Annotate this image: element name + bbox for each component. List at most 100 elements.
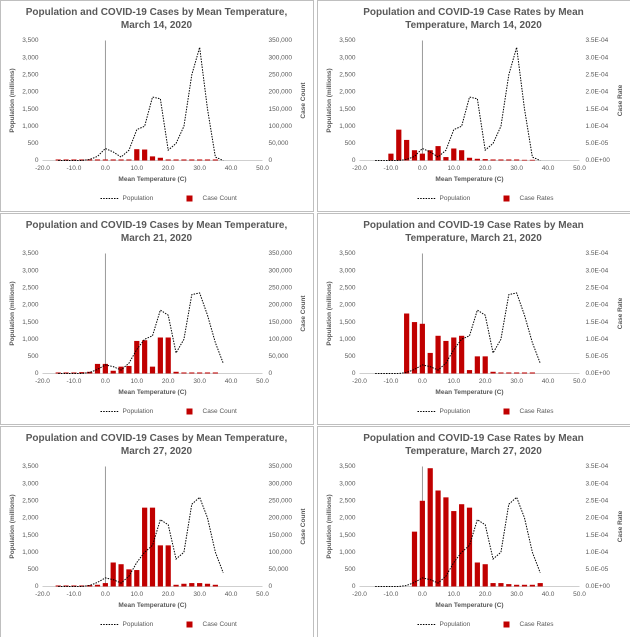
- y-tick-label: 3,500: [22, 250, 39, 257]
- y-tick-label: 500: [345, 566, 356, 573]
- chart-panel: Population and COVID-19 Case Rates by Me…: [317, 213, 630, 425]
- population-line: [375, 47, 541, 161]
- chart-panel: Population and COVID-19 Cases by Mean Te…: [0, 213, 314, 425]
- y-tick-label: 3,500: [22, 37, 39, 44]
- bar: [482, 159, 488, 161]
- x-tick-label: 30.0: [193, 591, 206, 598]
- bar: [204, 583, 211, 587]
- y2-tick-label: 1.5E-04: [586, 319, 609, 326]
- y2-tick-label: 2.0E-04: [586, 302, 609, 309]
- x-axis-title: Mean Temperature (C): [118, 389, 186, 396]
- x-tick-label: 10.0: [447, 378, 460, 385]
- bar: [451, 148, 457, 161]
- x-tick-label: 10.0: [447, 165, 460, 172]
- y2-tick-label: 1.5E-04: [586, 532, 609, 539]
- y2-axis-title: Case Count: [300, 295, 307, 332]
- chart-panel: Population and COVID-19 Cases by Mean Te…: [0, 0, 314, 212]
- y-tick-label: 1,000: [22, 549, 39, 556]
- y-axis-title: Population (millions): [326, 494, 333, 558]
- bar: [529, 372, 535, 374]
- bar: [427, 150, 433, 161]
- chart-title: Temperature, March 27, 2020: [405, 446, 542, 457]
- y-tick-label: 0: [352, 583, 356, 590]
- x-tick-label: 0.0: [101, 165, 110, 172]
- x-tick-label: 0.0: [101, 378, 110, 385]
- y-tick-label: 1,500: [22, 532, 39, 539]
- population-line: [375, 496, 541, 587]
- y2-tick-label: 3.0E-04: [586, 267, 609, 274]
- chart-title: Population and COVID-19 Case Rates by Me…: [363, 7, 584, 18]
- y-tick-label: 1,000: [22, 123, 39, 130]
- y2-tick-label: 1.5E-04: [586, 106, 609, 113]
- bar: [55, 585, 61, 587]
- y-tick-label: 0: [352, 370, 356, 377]
- legend-swatch: [503, 195, 510, 202]
- bar: [126, 365, 132, 374]
- y2-axis-title: Case Count: [300, 508, 307, 545]
- bar: [142, 507, 148, 587]
- chart-panel: Population and COVID-19 Cases by Mean Te…: [0, 426, 314, 637]
- bar: [189, 372, 195, 374]
- y-tick-label: 0: [352, 157, 356, 164]
- bar: [87, 371, 93, 374]
- bar: [142, 149, 148, 161]
- chart-title: Temperature, March 21, 2020: [405, 233, 542, 244]
- bar: [459, 504, 465, 587]
- bar: [435, 146, 441, 161]
- x-tick-label: 50.0: [573, 378, 586, 385]
- chart-panel: Population and COVID-19 Case Rates by Me…: [317, 0, 630, 212]
- y2-tick-label: 150,000: [269, 532, 293, 539]
- legend-label: Population: [123, 408, 154, 415]
- x-tick-label: 50.0: [573, 165, 586, 172]
- x-tick-label: -10.0: [384, 378, 399, 385]
- bar: [482, 564, 488, 587]
- panel-border: [317, 213, 630, 425]
- y-tick-label: 2,500: [339, 72, 356, 79]
- bar: [94, 584, 101, 587]
- x-tick-label: -10.0: [67, 165, 82, 172]
- bar: [197, 159, 203, 161]
- chart-title: Population and COVID-19 Cases by Mean Te…: [26, 433, 288, 444]
- bar: [404, 139, 410, 161]
- y2-tick-label: 350,000: [269, 37, 293, 44]
- bar: [490, 371, 496, 374]
- y-tick-label: 2,500: [22, 72, 39, 79]
- y2-tick-label: 50,000: [269, 566, 289, 573]
- bar: [404, 313, 410, 374]
- y-tick-label: 2,000: [22, 302, 39, 309]
- x-tick-label: 40.0: [225, 591, 238, 598]
- y-tick-label: 3,000: [339, 54, 356, 61]
- bar: [134, 149, 140, 161]
- y2-tick-label: 200,000: [269, 515, 293, 522]
- bar: [102, 363, 108, 374]
- bar: [490, 159, 496, 161]
- y-tick-label: 1,000: [339, 336, 356, 343]
- y-axis-title: Population (millions): [326, 281, 333, 345]
- y-tick-label: 2,500: [339, 285, 356, 292]
- bar: [427, 352, 433, 374]
- y2-tick-label: 250,000: [269, 72, 293, 79]
- bar: [142, 340, 148, 374]
- chart-title: Population and COVID-19 Cases by Mean Te…: [26, 220, 288, 231]
- y-tick-label: 3,000: [22, 480, 39, 487]
- x-tick-label: 20.0: [162, 165, 175, 172]
- bar: [71, 372, 77, 374]
- bar: [396, 129, 402, 161]
- bar: [451, 337, 457, 374]
- y-axis-title: Population (millions): [326, 68, 333, 132]
- bar: [506, 159, 512, 161]
- bar: [71, 159, 77, 161]
- y-tick-label: 2,000: [22, 515, 39, 522]
- y2-tick-label: 50,000: [269, 140, 289, 147]
- chart-title: March 14, 2020: [121, 20, 193, 31]
- y2-tick-label: 5.0E-05: [586, 353, 609, 360]
- y2-tick-label: 350,000: [269, 463, 293, 470]
- bar: [466, 507, 473, 587]
- x-tick-label: 0.0: [418, 165, 427, 172]
- y-tick-label: 1,500: [339, 532, 356, 539]
- bar: [474, 158, 480, 161]
- y2-tick-label: 300,000: [269, 267, 293, 274]
- bar: [165, 545, 171, 587]
- population-line: [58, 496, 224, 587]
- y-tick-label: 3,500: [22, 463, 39, 470]
